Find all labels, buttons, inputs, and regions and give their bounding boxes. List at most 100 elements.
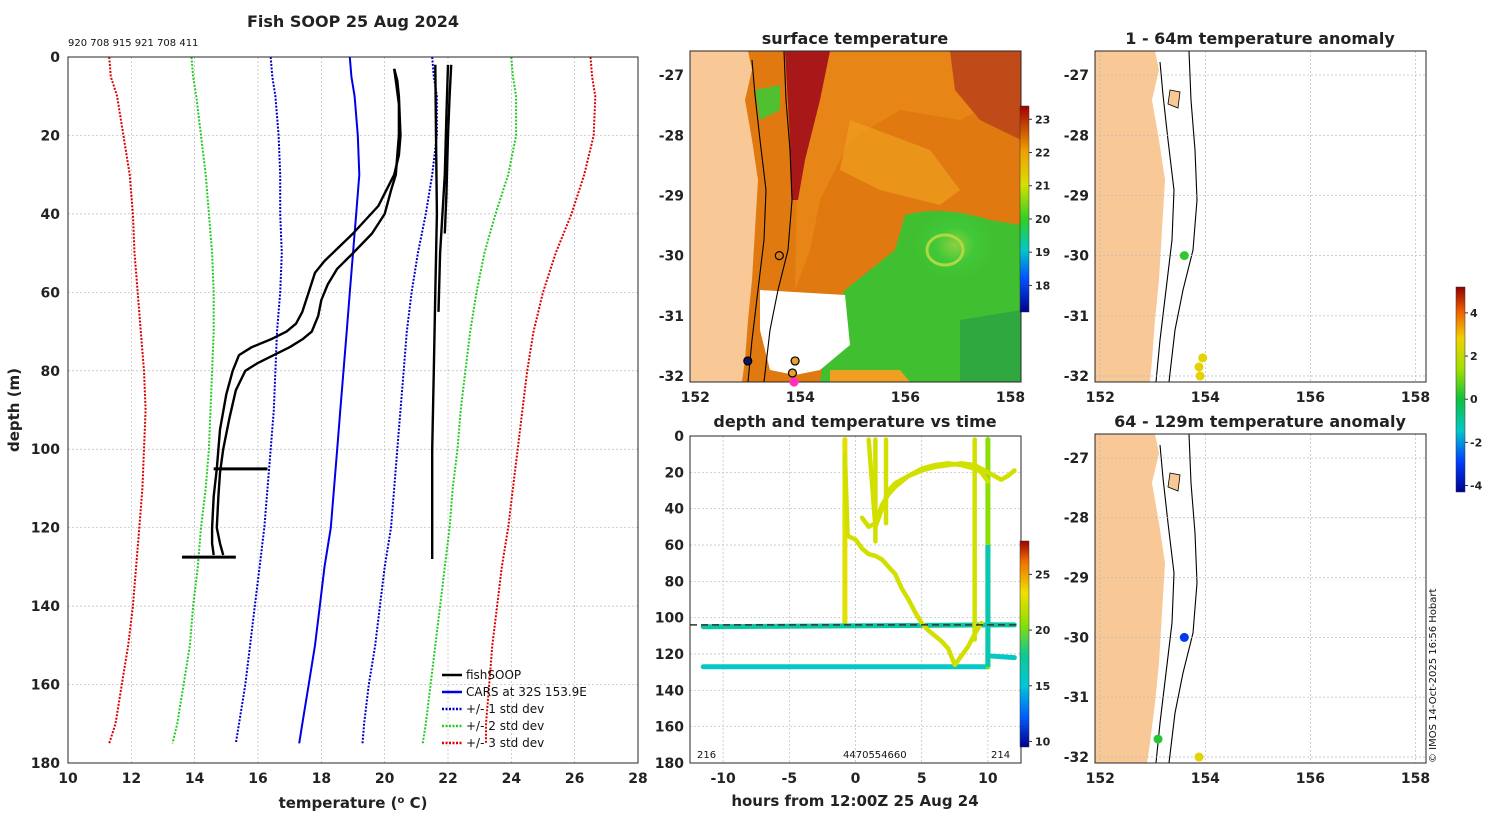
anomaly-2-land bbox=[1095, 434, 1426, 763]
std1-plus-line bbox=[361, 57, 438, 744]
anomaly-cbar-label: 2 bbox=[1470, 350, 1478, 363]
anomaly-1-title: 1 - 64m temperature anomaly bbox=[1125, 29, 1395, 48]
map-lon-tick: 158 bbox=[996, 390, 1025, 406]
profile-x-tick: 10 bbox=[58, 771, 78, 787]
map-lat-tick: -32 bbox=[1064, 369, 1089, 385]
map-lat-tick: -27 bbox=[659, 68, 684, 84]
depth-time-track bbox=[842, 451, 984, 668]
sst-cbar-label: 18 bbox=[1035, 279, 1050, 292]
profile-x-tick: 26 bbox=[565, 771, 584, 787]
sst-cbar-label: 19 bbox=[1035, 246, 1050, 259]
time-y-tick: 20 bbox=[665, 465, 685, 481]
time-y-tick: 180 bbox=[655, 756, 684, 772]
std2-minus-line bbox=[171, 57, 215, 744]
profile-y-ticks: 0 20 40 60 80 100 120 140 160 180 bbox=[31, 50, 60, 772]
map-lat-tick: -31 bbox=[1064, 690, 1089, 706]
surface-map-marker bbox=[789, 377, 799, 387]
profile-ylabel: depth (m) bbox=[5, 368, 23, 452]
anomaly-cbar-label: -2 bbox=[1470, 436, 1482, 449]
profile-x-tick: 14 bbox=[185, 771, 205, 787]
time-x-tick: -5 bbox=[782, 771, 798, 787]
anomaly-1-point bbox=[1198, 353, 1208, 363]
map-lon-tick: 156 bbox=[1296, 771, 1325, 787]
time-x-tick: 5 bbox=[917, 771, 927, 787]
depth-time-series bbox=[690, 437, 1021, 670]
time-y-tick: 140 bbox=[655, 683, 684, 699]
map-lon-tick: 154 bbox=[1191, 390, 1220, 406]
map-lat-tick: -29 bbox=[1064, 188, 1089, 204]
time-y-tick: 160 bbox=[655, 720, 684, 736]
depth-time-track bbox=[866, 437, 1017, 530]
map-lon-tick: 158 bbox=[1401, 771, 1430, 787]
surface-map-marker bbox=[743, 356, 753, 366]
fishsoop-profile-line bbox=[437, 64, 450, 312]
anomaly-colorbar-ticks: -4 -2 0 2 4 bbox=[1465, 307, 1483, 493]
map-lon-tick: 154 bbox=[1191, 771, 1220, 787]
map-lon-tick: 154 bbox=[786, 390, 815, 406]
profile-y-tick: 180 bbox=[31, 756, 60, 772]
time-y-tick: 0 bbox=[674, 429, 684, 445]
anomaly-1-frame bbox=[1094, 50, 1427, 383]
fishsoop-profile-line bbox=[210, 68, 402, 556]
profile-panel: Fish SOOP 25 Aug 2024 920 708 915 921 70… bbox=[5, 12, 648, 812]
profile-y-tick: 100 bbox=[31, 442, 60, 458]
profile-xlabel: temperature (o C) bbox=[279, 794, 428, 812]
std1-minus-line bbox=[234, 57, 283, 744]
map-lat-tick: -30 bbox=[659, 249, 685, 265]
sst-cbar-label: 20 bbox=[1035, 213, 1051, 226]
time-y-tick: 60 bbox=[665, 538, 685, 554]
map-lat-tick: -28 bbox=[659, 128, 684, 144]
time-cbar-label: 10 bbox=[1035, 735, 1051, 748]
sst-colorbar bbox=[1019, 105, 1030, 313]
map-lat-tick: -27 bbox=[1064, 68, 1089, 84]
anomaly-1-point bbox=[1179, 251, 1189, 261]
profile-lines bbox=[108, 57, 597, 744]
profile-x-ticks: 10 12 14 16 18 20 22 24 26 28 bbox=[58, 771, 647, 787]
profile-x-tick: 16 bbox=[248, 771, 267, 787]
legend-fishsoop: fishSOOP bbox=[466, 668, 521, 682]
legend-std2: +/- 2 std dev bbox=[466, 719, 544, 733]
anomaly-2-points bbox=[1153, 632, 1204, 762]
profile-y-tick: 0 bbox=[50, 50, 60, 66]
map-lon-tick: 156 bbox=[891, 390, 920, 406]
time-label-middle: 4470554660 bbox=[843, 750, 907, 761]
surface-map-marker bbox=[774, 251, 784, 261]
anomaly-2-point bbox=[1194, 752, 1204, 762]
fishsoop-profile-line bbox=[443, 64, 453, 234]
profile-x-tick: 18 bbox=[312, 771, 331, 787]
time-label-right: 214 bbox=[991, 750, 1010, 761]
profile-y-tick: 120 bbox=[31, 521, 60, 537]
map-lat-tick: -30 bbox=[1064, 630, 1090, 646]
legend-std3: +/- 3 std dev bbox=[466, 736, 544, 750]
depth-time-title: depth and temperature vs time bbox=[713, 412, 996, 431]
anomaly-1-point bbox=[1195, 371, 1205, 381]
map-lat-tick: -29 bbox=[659, 188, 684, 204]
fishsoop-profile-line bbox=[215, 68, 401, 556]
sst-cbar-label: 22 bbox=[1035, 147, 1050, 160]
profile-y-tick: 160 bbox=[31, 678, 60, 694]
anomaly-1-points bbox=[1179, 251, 1208, 381]
surface-map-field bbox=[690, 51, 1021, 382]
map-lat-tick: -31 bbox=[659, 309, 684, 325]
time-x-tick: 0 bbox=[851, 771, 861, 787]
map-lat-tick: -29 bbox=[1064, 571, 1089, 587]
std3-plus-line bbox=[485, 57, 597, 744]
profile-x-tick: 12 bbox=[122, 771, 141, 787]
profile-x-tick: 22 bbox=[438, 771, 457, 787]
sst-cbar-label: 21 bbox=[1035, 180, 1050, 193]
surface-temperature-panel: surface temperature 152 154 156 158 -27 -28 -2… bbox=[659, 29, 1051, 406]
profile-header-ids: 920 708 915 921 708 411 bbox=[68, 38, 198, 49]
sst-colorbar-ticks: 18 19 20 21 22 23 bbox=[1029, 113, 1051, 292]
profile-y-tick: 20 bbox=[41, 128, 61, 144]
legend-std1: +/- 1 std dev bbox=[466, 702, 544, 716]
map-lat-tick: -32 bbox=[1064, 750, 1089, 766]
profile-grid bbox=[67, 56, 639, 764]
profile-y-tick: 60 bbox=[41, 285, 61, 301]
profile-x-tick: 20 bbox=[375, 771, 395, 787]
map-lat-tick: -27 bbox=[1064, 451, 1089, 467]
time-y-tick: 120 bbox=[655, 647, 684, 663]
time-y-tick: 80 bbox=[665, 574, 685, 590]
map-lat-tick: -30 bbox=[1064, 249, 1090, 265]
cars-mean-line bbox=[298, 57, 361, 744]
